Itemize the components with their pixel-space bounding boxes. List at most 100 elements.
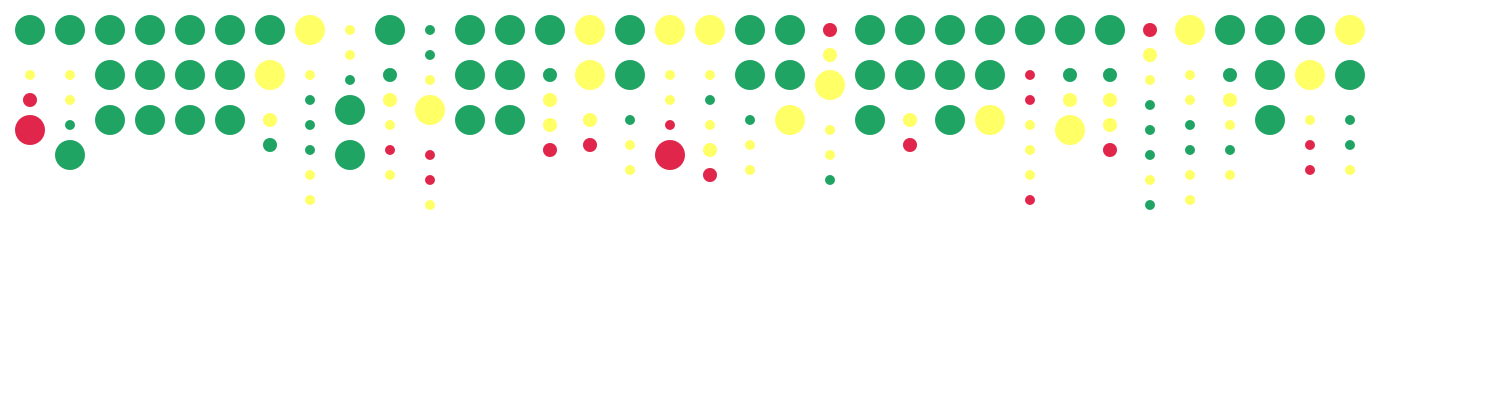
dot-col25-2-green-large [975, 60, 1005, 90]
dot-col18-2-yellow-small [705, 70, 715, 80]
dot-col28-2-green-medium [1103, 68, 1117, 82]
dot-col4-2-green-large [135, 60, 165, 90]
dot-col1-4-red-large [15, 115, 45, 145]
dot-col4-3-green-large [135, 105, 165, 135]
dot-col21-4-yellow-small [825, 125, 835, 135]
dot-col14-4-yellow-medium [543, 118, 557, 132]
dot-col17-1-yellow-large [655, 15, 685, 45]
dot-col14-2-green-medium [543, 68, 557, 82]
dot-col21-2-yellow-medium [823, 48, 837, 62]
dot-col12-2-green-large [455, 60, 485, 90]
dot-col6-1-green-large [215, 15, 245, 45]
dot-col17-3-yellow-small [665, 95, 675, 105]
dot-col2-1-green-large [55, 15, 85, 45]
dot-col7-4-green-medium [263, 138, 277, 152]
dot-col21-3-yellow-large [815, 70, 845, 100]
dot-col24-3-green-large [935, 105, 965, 135]
dot-col30-7-yellow-small [1185, 195, 1195, 205]
dot-col33-4-red-small [1305, 140, 1315, 150]
dot-col11-3-yellow-small [425, 75, 435, 85]
dot-col19-2-green-large [735, 60, 765, 90]
dot-col32-2-green-large [1255, 60, 1285, 90]
dot-col5-2-green-large [175, 60, 205, 90]
dot-col27-1-green-large [1055, 15, 1085, 45]
dot-col28-1-green-large [1095, 15, 1125, 45]
dot-col26-7-red-small [1025, 195, 1035, 205]
dot-col25-3-yellow-large [975, 105, 1005, 135]
dot-col7-2-yellow-large [255, 60, 285, 90]
dot-col34-2-green-large [1335, 60, 1365, 90]
dot-col16-2-green-large [615, 60, 645, 90]
dots-layer [15, 15, 1365, 210]
dot-col6-2-green-large [215, 60, 245, 90]
dot-col25-1-green-large [975, 15, 1005, 45]
dot-col10-4-yellow-small [385, 120, 395, 130]
dot-col22-3-green-large [855, 105, 885, 135]
dot-col31-6-yellow-small [1225, 170, 1235, 180]
dot-col30-2-yellow-small [1185, 70, 1195, 80]
dot-col29-1-red-medium [1143, 23, 1157, 37]
dot-col23-4-red-medium [903, 138, 917, 152]
dot-col21-6-green-small [825, 175, 835, 185]
dot-col31-2-green-medium [1223, 68, 1237, 82]
dot-col11-6-red-small [425, 175, 435, 185]
dot-col11-5-red-small [425, 150, 435, 160]
dot-col18-1-yellow-large [695, 15, 725, 45]
dot-col10-5-red-small [385, 145, 395, 155]
dot-col19-3-green-small [745, 115, 755, 125]
dot-col31-3-yellow-medium [1223, 93, 1237, 107]
dot-col20-3-yellow-large [775, 105, 805, 135]
dot-col8-1-yellow-large [295, 15, 325, 45]
dot-col29-2-yellow-medium [1143, 48, 1157, 62]
dot-col10-3-yellow-medium [383, 93, 397, 107]
dot-col1-1-green-large [15, 15, 45, 45]
dot-col14-3-yellow-medium [543, 93, 557, 107]
dot-col26-5-yellow-small [1025, 145, 1035, 155]
dot-col34-4-green-small [1345, 140, 1355, 150]
dot-col24-1-green-large [935, 15, 965, 45]
dot-col12-1-green-large [455, 15, 485, 45]
dot-col27-4-yellow-large [1055, 115, 1085, 145]
dot-col3-1-green-large [95, 15, 125, 45]
dot-col8-6-yellow-small [305, 170, 315, 180]
dot-col30-5-green-small [1185, 145, 1195, 155]
dot-col1-3-red-medium [23, 93, 37, 107]
dot-col2-2-yellow-small [65, 70, 75, 80]
dot-col8-5-green-small [305, 145, 315, 155]
dot-col11-7-yellow-small [425, 200, 435, 210]
dot-col31-1-green-large [1215, 15, 1245, 45]
dot-col15-1-yellow-large [575, 15, 605, 45]
dot-col26-2-red-small [1025, 70, 1035, 80]
dot-col8-4-green-small [305, 120, 315, 130]
dot-col6-3-green-large [215, 105, 245, 135]
dot-col28-5-red-medium [1103, 143, 1117, 157]
dot-col12-3-green-large [455, 105, 485, 135]
dot-col17-5-red-large [655, 140, 685, 170]
dot-col18-6-red-medium [703, 168, 717, 182]
dot-col16-4-yellow-small [625, 140, 635, 150]
dot-col18-3-green-small [705, 95, 715, 105]
dot-col13-1-green-large [495, 15, 525, 45]
dot-col16-5-yellow-small [625, 165, 635, 175]
dot-col5-1-green-large [175, 15, 205, 45]
dot-col3-3-green-large [95, 105, 125, 135]
dot-col9-3-green-small [345, 75, 355, 85]
dot-col7-3-yellow-medium [263, 113, 277, 127]
dot-col23-1-green-large [895, 15, 925, 45]
dot-col29-8-green-small [1145, 200, 1155, 210]
dot-col28-4-yellow-medium [1103, 118, 1117, 132]
dot-col28-3-yellow-medium [1103, 93, 1117, 107]
dot-col20-1-green-large [775, 15, 805, 45]
dot-col26-6-yellow-small [1025, 170, 1035, 180]
dot-col29-7-yellow-small [1145, 175, 1155, 185]
dot-col16-1-green-large [615, 15, 645, 45]
dot-col26-3-red-small [1025, 95, 1035, 105]
dot-col32-1-green-large [1255, 15, 1285, 45]
dot-col29-3-yellow-small [1145, 75, 1155, 85]
dot-col23-3-yellow-medium [903, 113, 917, 127]
dot-col17-2-yellow-small [665, 70, 675, 80]
dot-col15-3-yellow-medium [583, 113, 597, 127]
dot-col31-5-green-small [1225, 145, 1235, 155]
dot-col15-2-yellow-large [575, 60, 605, 90]
